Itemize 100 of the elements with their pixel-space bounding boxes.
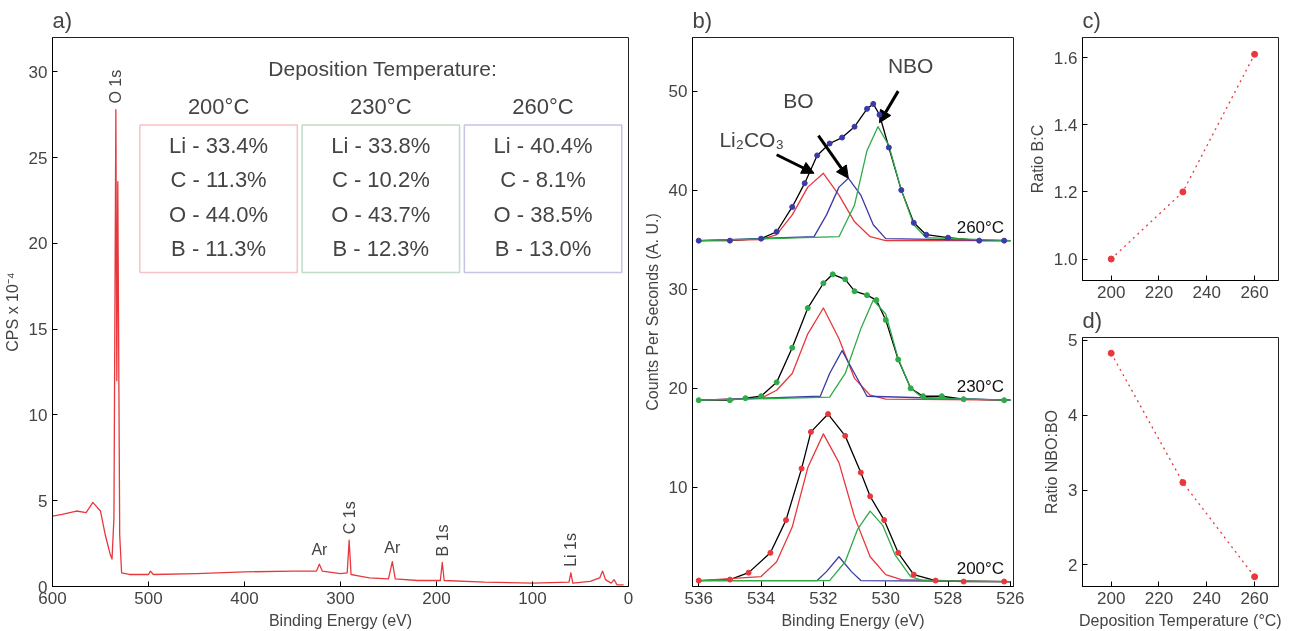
point [945,234,952,241]
point [829,271,836,278]
annotation: B - 12.3% [332,236,430,262]
x-tick-label: 200 [1097,282,1126,302]
point [695,237,702,244]
y-axis-title: CPS x 10⁻⁴ [3,272,21,352]
point [695,577,702,584]
point [807,428,814,435]
point [976,237,983,244]
x-tick-label: 530 [871,588,900,608]
annotation: Li - 40.4% [493,133,593,159]
x-tick-label: 400 [230,588,259,608]
annotation: Ar [384,538,402,556]
y-tick-label: 5 [1068,331,1078,351]
point [814,152,821,159]
point [820,280,827,287]
point [960,578,967,585]
point [898,187,905,194]
point [960,396,967,403]
x-tick-label: 536 [684,588,713,608]
annotation: Li - 33.8% [331,133,431,159]
point [726,397,733,404]
point [825,411,832,418]
annotation: O - 38.5% [493,201,593,227]
point [873,297,880,304]
point [773,228,780,235]
annotation: Ar [311,541,329,559]
point [1107,349,1115,357]
x-tick-label: 200 [422,588,451,608]
y-tick-label: 20 [28,234,48,254]
point [895,356,902,363]
x-tick-label: 260 [1240,588,1269,608]
x-tick-label: 100 [518,588,547,608]
point [895,549,902,556]
x-tick-label: 528 [933,588,963,608]
series-label: 200°C [956,558,1005,578]
point [773,379,780,386]
y-tick-label: 10 [28,405,48,425]
annotation: Deposition Temperature: [268,56,497,80]
point [910,571,917,578]
y-tick-label: 1.0 [1053,250,1078,270]
point [882,316,889,323]
y-axis-title: Ratio NBO:BO [1043,409,1061,515]
point [857,469,864,476]
point [798,465,805,472]
point [758,235,765,242]
point [881,517,888,524]
point [1001,578,1008,585]
point [1001,237,1008,244]
annotation: C - 10.2% [331,167,430,193]
y-tick-label: 1.6 [1053,48,1078,68]
y-tick-label: 2 [1068,555,1078,575]
x-tick-label: 240 [1192,588,1221,608]
point [745,569,752,576]
x-tick-label: 526 [996,588,1025,608]
point [826,140,833,147]
annotation: 200°C [187,93,250,119]
annotation: Li 1s [562,532,580,567]
point [726,237,733,244]
y-tick-label: 4 [1068,406,1078,426]
y-tick-label: 5 [38,491,48,511]
point [1179,188,1187,196]
y-tick-label: 15 [28,320,48,340]
y-tick-label: 30 [668,280,688,300]
point [758,393,765,400]
x-tick-label: 220 [1144,588,1174,608]
point [907,385,914,392]
series-label: 230°C [956,377,1005,397]
annotation: O - 44.0% [169,201,269,227]
point [1107,255,1115,263]
point [839,134,846,141]
point [864,292,871,299]
x-tick-label: 534 [746,588,776,608]
point [742,395,749,402]
point [789,344,796,351]
point [783,517,789,524]
x-tick-label: 260 [1240,282,1269,302]
annotation: C - 8.1% [500,167,586,193]
x-tick-label: 300 [326,588,355,608]
point [876,111,883,118]
point [842,432,849,439]
annotation: 260°C [512,93,574,119]
point [851,123,858,130]
x-tick-label: 0 [623,588,634,608]
point [932,577,939,584]
y-tick-label: 10 [668,478,688,498]
y-tick-label: 20 [668,379,688,399]
point [920,393,927,400]
chart-title: b) [692,7,713,33]
annotation: B - 11.3% [171,236,267,262]
series-label: 260°C [956,217,1005,237]
annotation: B - 13.0% [494,236,592,262]
x-tick-label: 532 [809,588,838,608]
x-tick-label: 220 [1144,282,1174,302]
point [789,203,796,210]
y-tick-label: 50 [668,82,688,102]
x-tick-label: 240 [1192,282,1221,302]
point [1251,50,1259,58]
y-tick-label: 25 [28,148,48,168]
point [1001,397,1008,404]
